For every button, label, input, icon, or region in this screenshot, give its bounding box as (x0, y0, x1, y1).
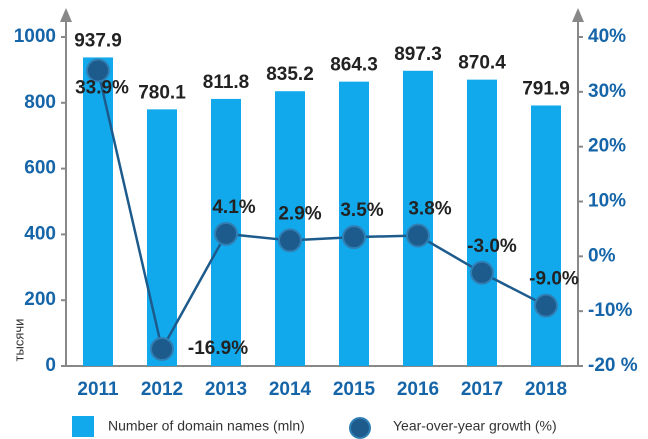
x-tick-label: 2012 (141, 379, 183, 400)
y-tick-label: 200 (24, 289, 56, 310)
growth-value-label: 3.8% (408, 199, 451, 220)
growth-point (150, 337, 174, 362)
y2-tick-label: 0% (588, 245, 616, 266)
y-tick-label: 400 (24, 223, 56, 244)
growth-value-label: -16.9% (188, 338, 248, 359)
y2-axis-arrow (572, 8, 584, 22)
bar-value-label: 870.4 (458, 53, 506, 74)
growth-point (278, 228, 302, 253)
x-tick-label: 2017 (461, 379, 503, 400)
x-tick-label: 2016 (397, 379, 439, 400)
growth-value-label: 2.9% (278, 203, 321, 224)
growth-line (96, 70, 547, 353)
growth-value-label: -3.0% (467, 236, 517, 257)
legend-label: Number of domain names (mln) (108, 418, 305, 434)
y2-tick-label: 20% (588, 136, 626, 157)
y-axis-label: тысячи (11, 319, 26, 362)
y2-tick-label: -10% (588, 300, 632, 321)
growth-point (406, 223, 430, 248)
y-tick-label: 1000 (14, 26, 56, 47)
bar (339, 81, 369, 367)
legend-swatch (349, 417, 371, 439)
x-tick-label: 2015 (333, 379, 376, 400)
y-axis-arrow (60, 8, 72, 22)
x-tick-label: 2011 (77, 379, 119, 400)
growth-value-label: 4.1% (212, 197, 255, 218)
growth-point (342, 225, 366, 250)
bar-value-label: 937.9 (74, 30, 122, 51)
bar-value-label: 791.9 (522, 78, 570, 99)
x-tick-label: 2014 (269, 379, 312, 400)
bar-value-label: 811.8 (203, 72, 250, 93)
y2-tick-label: 30% (588, 81, 626, 102)
y-tick-label: 0 (45, 355, 56, 376)
bar (147, 109, 177, 366)
y-tick-label: 800 (24, 92, 56, 113)
bar (467, 79, 497, 366)
bar (531, 105, 561, 366)
bar (83, 57, 113, 366)
growth-value-label: 3.5% (340, 200, 383, 221)
bar-value-label: 780.1 (138, 82, 186, 103)
bar-value-label: 864.3 (330, 55, 378, 76)
bar (403, 70, 433, 366)
bar-value-label: 835.2 (266, 64, 314, 85)
legend-label: Year-over-year growth (%) (393, 418, 557, 434)
y2-tick-label: 40% (588, 26, 626, 47)
growth-value-label: -9.0% (529, 269, 579, 290)
y-tick-label: 600 (24, 158, 56, 179)
bar-value-label: 897.3 (394, 44, 442, 65)
growth-value-label: 33.9% (75, 77, 129, 98)
growth-point (214, 221, 238, 246)
x-tick-label: 2018 (525, 379, 567, 400)
y2-tick-label: -20 % (588, 355, 638, 376)
legend-swatch (72, 416, 94, 437)
growth-point (470, 260, 494, 285)
x-tick-label: 2013 (205, 379, 247, 400)
y2-tick-label: 10% (588, 191, 626, 212)
growth-point (86, 58, 110, 83)
growth-point (534, 293, 558, 318)
